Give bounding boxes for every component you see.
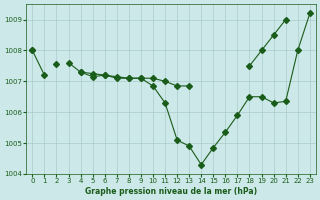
X-axis label: Graphe pression niveau de la mer (hPa): Graphe pression niveau de la mer (hPa) bbox=[85, 187, 257, 196]
